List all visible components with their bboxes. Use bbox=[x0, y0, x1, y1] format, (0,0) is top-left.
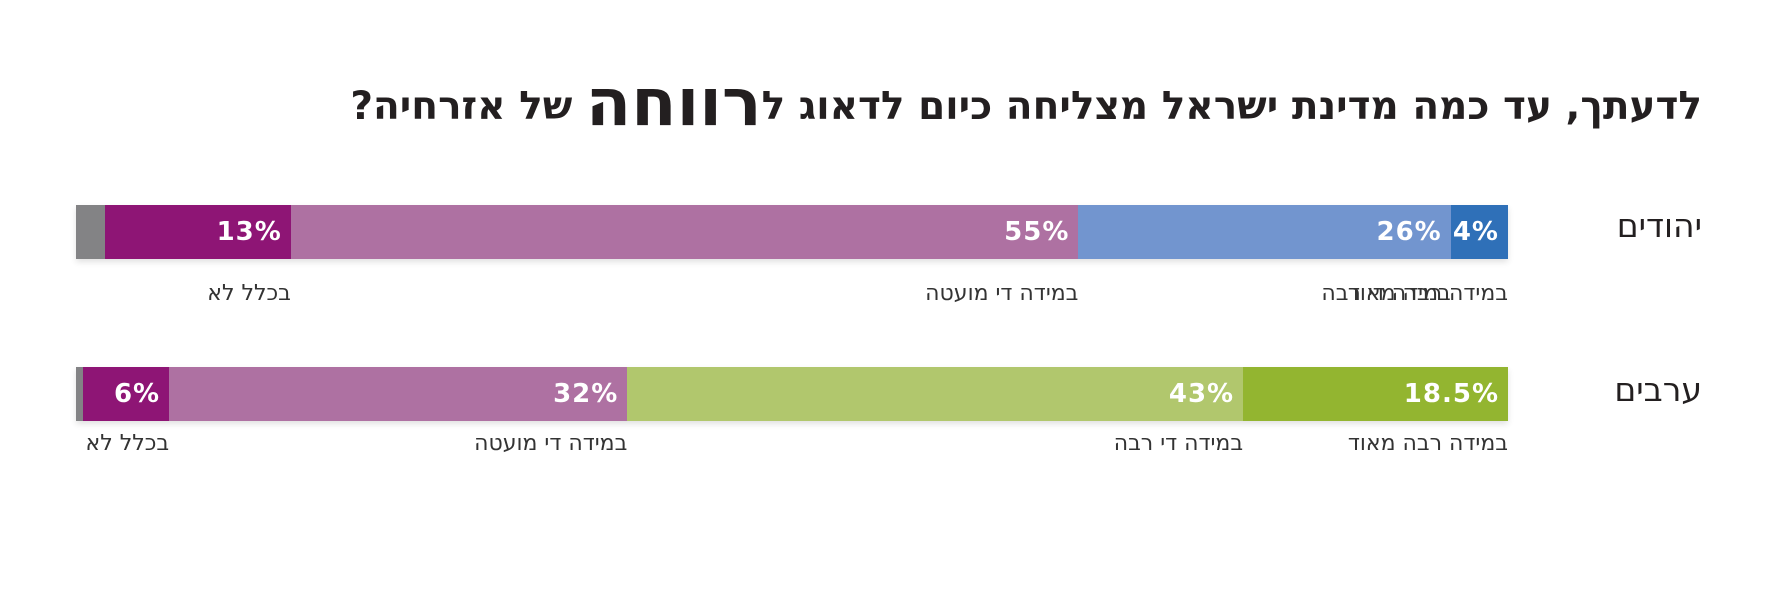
segment-category-label: במידה רבה מאוד bbox=[1347, 431, 1508, 456]
bar-segment bbox=[290, 205, 1079, 259]
row-label-arabs: ערבים bbox=[1614, 370, 1702, 409]
segment-value-label: 32% bbox=[553, 379, 619, 409]
bar-segment bbox=[169, 367, 628, 421]
segment-value-label: 55% bbox=[1004, 217, 1070, 247]
segment-value-label: 4% bbox=[1452, 217, 1499, 247]
segment-value-label: 43% bbox=[1168, 379, 1235, 409]
segment-category-label: במידה די מועטה bbox=[474, 431, 628, 456]
bar-segment bbox=[104, 205, 291, 259]
segment-category-label: במידה די רבה bbox=[1321, 281, 1451, 306]
stacked-bar-arabs: 18.5% 43% 32% 6% bbox=[76, 367, 1508, 421]
bar-segment bbox=[76, 205, 105, 259]
chart-title: לדעתך, עד כמה מדינת ישראל מצליחה כיום לד… bbox=[350, 70, 1702, 136]
segment-category-label: במידה רבה מאוד bbox=[1347, 281, 1508, 306]
bar-segment bbox=[1450, 205, 1508, 259]
chart-title-after: של אזרחיה? bbox=[350, 84, 586, 129]
segment-value-label: 6% bbox=[113, 379, 161, 409]
segment-value-label: 18.5% bbox=[1403, 379, 1499, 409]
segment-category-label: במידה די רבה bbox=[1113, 431, 1244, 456]
bar-segment bbox=[83, 367, 170, 421]
chart-title-emphasis: רווחה bbox=[585, 64, 762, 141]
segment-category-label: במידה די מועטה bbox=[925, 281, 1079, 306]
stacked-bar-jews: 4% 26% 55% 13% bbox=[76, 205, 1508, 259]
segment-category-label: בכלל לא bbox=[207, 281, 291, 306]
bar-segment bbox=[627, 367, 1244, 421]
bar-segment bbox=[76, 367, 84, 421]
chart-title-before: לדעתך, עד כמה מדינת ישראל מצליחה כיום לד… bbox=[761, 84, 1702, 129]
bar-segment bbox=[1243, 367, 1508, 421]
segment-value-label: 26% bbox=[1376, 217, 1442, 247]
bar-segment bbox=[1078, 205, 1451, 259]
segment-category-label: בכלל לא bbox=[85, 431, 170, 456]
row-label-jews: יהודים bbox=[1616, 206, 1702, 245]
segment-value-label: 13% bbox=[216, 217, 282, 247]
